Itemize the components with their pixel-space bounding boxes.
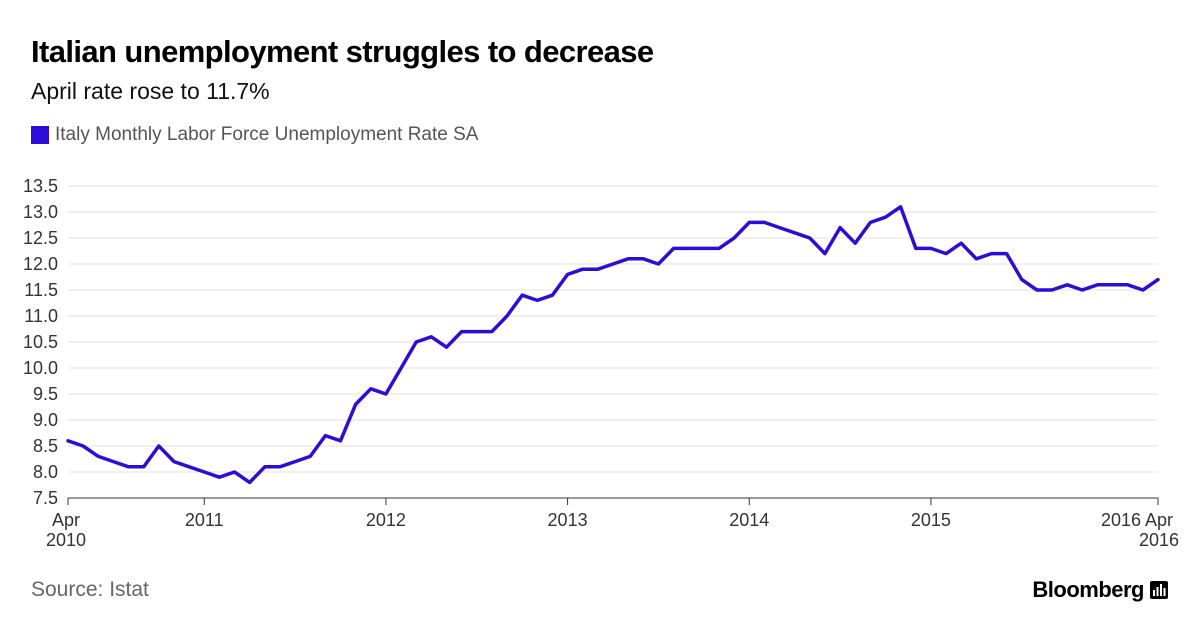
brand-logo: Bloomberg	[1032, 577, 1168, 603]
x-tick-label: 2010	[46, 530, 86, 550]
y-tick-label: 7.5	[33, 488, 58, 508]
legend-swatch	[31, 126, 49, 144]
y-tick-label: 13.0	[23, 202, 58, 222]
y-tick-label: 8.0	[33, 462, 58, 482]
x-tick-label: 2013	[548, 510, 588, 530]
source-note: Source: Istat	[31, 578, 149, 601]
axes: 7.5 8.0 8.5 9.0 9.5 10.0 10.5 11.0 11.5 12.0 12.5 1…	[23, 176, 1179, 550]
y-tick-label: 11.5	[24, 280, 58, 300]
x-tick-label: 2014	[729, 510, 769, 530]
brand-name: Bloomberg	[1032, 577, 1144, 602]
x-tick-label: Apr	[52, 510, 80, 530]
bar-chart-icon	[1150, 581, 1168, 599]
x-tick-label: 2015	[911, 510, 951, 530]
x-tick-label: 2016	[1139, 530, 1179, 550]
y-tick-label: 12.0	[23, 254, 58, 274]
y-tick-label: 8.5	[33, 436, 58, 456]
series-layer	[66, 205, 1160, 485]
y-tick-label: 10.0	[23, 358, 58, 378]
y-tick-label: 13.5	[23, 176, 58, 196]
y-tick-label: 10.5	[23, 332, 58, 352]
x-tick-label: 2016 Apr	[1101, 510, 1173, 530]
y-tick-label: 11.0	[24, 306, 58, 326]
y-tick-label: 12.5	[23, 228, 58, 248]
legend-label: Italy Monthly Labor Force Unemployment R…	[55, 124, 479, 145]
x-tick-label: 2011	[185, 510, 224, 530]
grid-lines	[68, 185, 1158, 473]
chart-title: Italian unemployment struggles to decrea…	[31, 34, 654, 69]
chart-subtitle: April rate rose to 11.7%	[31, 78, 270, 104]
series-line	[66, 205, 1160, 485]
y-tick-label: 9.5	[33, 384, 58, 404]
x-tick-label: 2012	[366, 510, 406, 530]
y-tick-label: 9.0	[33, 410, 58, 430]
legend: Italy Monthly Labor Force Unemployment R…	[31, 124, 478, 146]
